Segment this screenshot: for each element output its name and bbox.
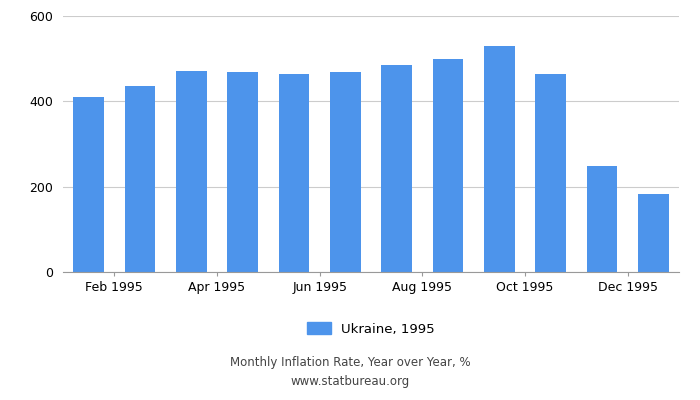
Bar bbox=[74, 97, 104, 272]
Bar bbox=[382, 65, 412, 272]
Legend: Ukraine, 1995: Ukraine, 1995 bbox=[302, 317, 440, 341]
Bar bbox=[484, 46, 514, 272]
Bar bbox=[330, 72, 360, 272]
Bar bbox=[536, 74, 566, 272]
Bar bbox=[587, 166, 617, 272]
Bar bbox=[228, 72, 258, 272]
Text: Monthly Inflation Rate, Year over Year, %
www.statbureau.org: Monthly Inflation Rate, Year over Year, … bbox=[230, 356, 470, 388]
Bar bbox=[125, 86, 155, 272]
Bar bbox=[279, 74, 309, 272]
Bar bbox=[176, 72, 206, 272]
Bar bbox=[638, 194, 668, 272]
Bar bbox=[433, 59, 463, 272]
